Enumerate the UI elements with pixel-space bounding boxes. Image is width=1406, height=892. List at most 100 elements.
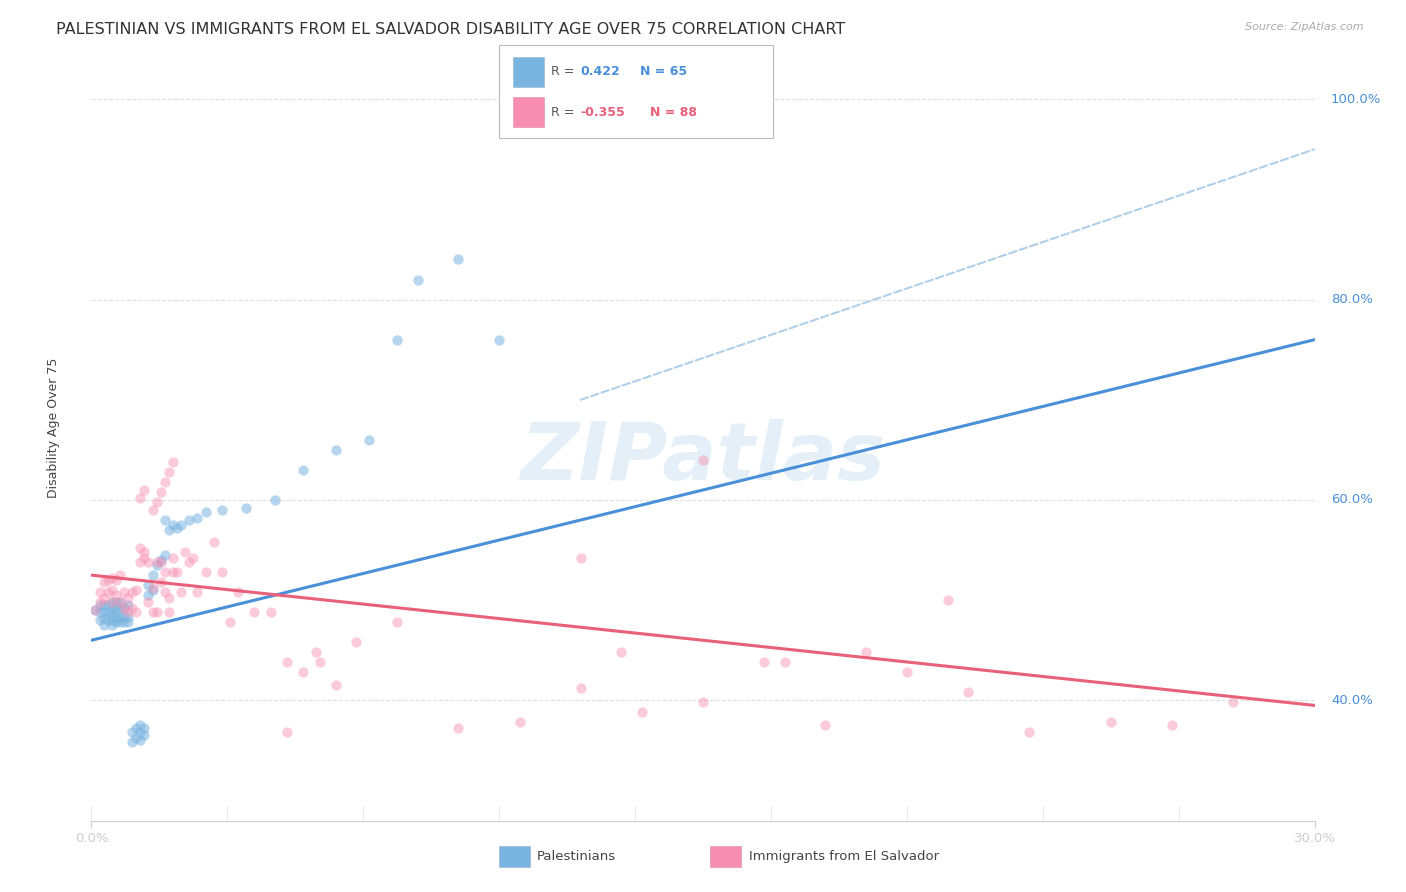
- Point: [194, 505, 217, 519]
- Point: [631, 706, 654, 720]
- Point: [488, 333, 510, 347]
- Point: [121, 601, 143, 615]
- Point: [211, 503, 233, 517]
- Point: [134, 722, 156, 736]
- Point: [692, 695, 714, 709]
- Point: [610, 645, 633, 659]
- Text: 40.0%: 40.0%: [1331, 694, 1372, 706]
- Point: [162, 518, 184, 533]
- Point: [145, 605, 167, 619]
- Point: [509, 715, 531, 730]
- Point: [385, 615, 409, 630]
- Point: [153, 585, 176, 599]
- Point: [814, 718, 837, 732]
- Point: [108, 615, 131, 630]
- Point: [569, 681, 592, 696]
- Point: [692, 453, 714, 467]
- Point: [153, 548, 176, 562]
- Point: [186, 511, 208, 525]
- Point: [1222, 695, 1244, 709]
- Point: [174, 545, 197, 559]
- Point: [104, 588, 127, 602]
- Text: R =: R =: [551, 105, 575, 119]
- Point: [141, 583, 163, 598]
- Text: R =: R =: [551, 65, 575, 78]
- Point: [112, 601, 135, 615]
- Point: [129, 541, 152, 555]
- Point: [104, 611, 127, 625]
- Point: [104, 595, 127, 609]
- Point: [149, 555, 172, 569]
- Point: [117, 605, 139, 619]
- Point: [855, 645, 877, 659]
- Point: [956, 685, 979, 699]
- Point: [226, 585, 249, 599]
- Point: [157, 591, 180, 606]
- Text: Disability Age Over 75: Disability Age Over 75: [46, 358, 60, 499]
- Point: [134, 483, 156, 497]
- Text: Palestinians: Palestinians: [537, 850, 616, 863]
- Point: [108, 595, 131, 609]
- Point: [84, 603, 107, 617]
- Point: [101, 618, 124, 632]
- Point: [134, 729, 156, 743]
- Text: PALESTINIAN VS IMMIGRANTS FROM EL SALVADOR DISABILITY AGE OVER 75 CORRELATION CH: PALESTINIAN VS IMMIGRANTS FROM EL SALVAD…: [56, 22, 845, 37]
- Text: Immigrants from El Salvador: Immigrants from El Salvador: [749, 850, 939, 863]
- Point: [89, 585, 111, 599]
- Point: [162, 565, 184, 579]
- Point: [141, 605, 163, 619]
- Point: [89, 613, 111, 627]
- Point: [125, 722, 148, 736]
- Point: [170, 585, 193, 599]
- Point: [162, 455, 184, 469]
- Text: 100.0%: 100.0%: [1331, 93, 1381, 105]
- Text: 60.0%: 60.0%: [1331, 493, 1372, 507]
- Point: [138, 595, 160, 609]
- Point: [219, 615, 242, 630]
- Point: [129, 718, 152, 732]
- Point: [97, 598, 120, 612]
- Text: 80.0%: 80.0%: [1331, 293, 1372, 306]
- Point: [145, 558, 167, 573]
- Point: [153, 475, 176, 489]
- Point: [145, 555, 167, 569]
- Point: [157, 523, 180, 537]
- Point: [292, 665, 315, 680]
- Point: [138, 578, 160, 592]
- Point: [157, 605, 180, 619]
- Point: [346, 635, 368, 649]
- Point: [104, 573, 127, 587]
- Point: [325, 678, 347, 692]
- Point: [194, 565, 217, 579]
- Point: [276, 725, 298, 739]
- Point: [129, 491, 152, 505]
- Text: -0.355: -0.355: [581, 105, 626, 119]
- Text: N = 65: N = 65: [640, 65, 688, 78]
- Point: [162, 551, 184, 566]
- Point: [292, 463, 315, 477]
- Point: [153, 565, 176, 579]
- Point: [325, 442, 347, 457]
- Point: [108, 603, 131, 617]
- Point: [121, 735, 143, 749]
- Point: [89, 595, 111, 609]
- Point: [129, 555, 152, 569]
- Point: [170, 518, 193, 533]
- Point: [141, 581, 163, 595]
- Point: [125, 605, 148, 619]
- Point: [93, 575, 115, 590]
- Point: [97, 613, 120, 627]
- Point: [149, 553, 172, 567]
- Point: [183, 551, 205, 566]
- Point: [112, 601, 135, 615]
- Point: [202, 535, 225, 549]
- Point: [104, 601, 127, 615]
- Point: [157, 465, 180, 479]
- Point: [108, 568, 131, 582]
- Point: [97, 573, 120, 587]
- Point: [101, 595, 124, 609]
- Point: [93, 611, 115, 625]
- Point: [1161, 718, 1184, 732]
- Point: [138, 588, 160, 602]
- Point: [308, 656, 330, 670]
